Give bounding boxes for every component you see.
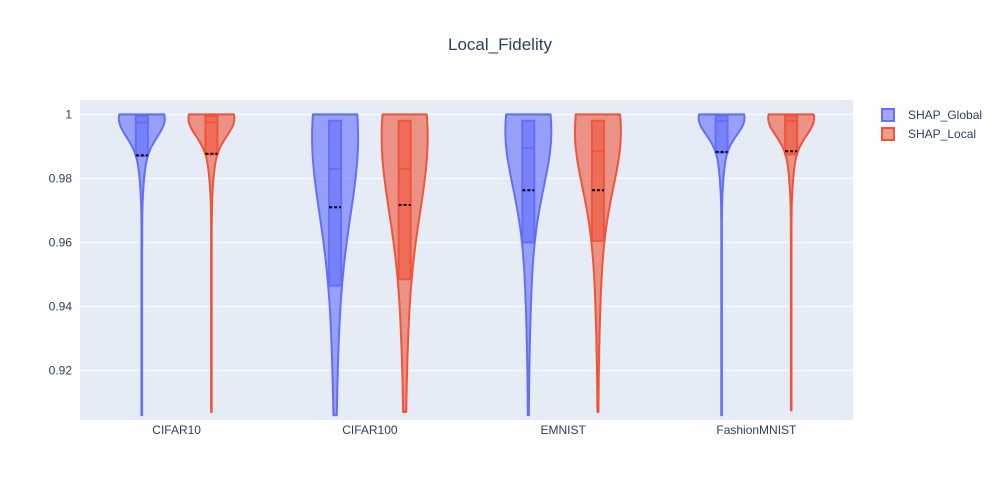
y-tick-label: 0.98 bbox=[49, 171, 73, 185]
violin-shape[interactable] bbox=[504, 113, 553, 417]
legend-swatch[interactable] bbox=[881, 108, 895, 122]
violin-box bbox=[590, 119, 605, 242]
legend-swatch[interactable] bbox=[881, 127, 895, 141]
violin-shape[interactable] bbox=[767, 113, 816, 412]
violin-box bbox=[328, 119, 343, 287]
y-tick-label: 0.94 bbox=[49, 299, 73, 313]
violin-box bbox=[521, 119, 536, 244]
y-tick-label: 1 bbox=[65, 107, 72, 121]
x-tick-label: EMNIST bbox=[540, 423, 586, 437]
violin-shape[interactable] bbox=[187, 113, 236, 413]
y-tick-label: 0.96 bbox=[49, 235, 73, 249]
y-tick-label: 0.92 bbox=[49, 363, 73, 377]
violin-shape[interactable] bbox=[697, 113, 746, 417]
legend-label[interactable]: SHAP_Local bbox=[908, 127, 976, 141]
violin-box bbox=[397, 119, 412, 281]
x-tick-label: FashionMNIST bbox=[716, 423, 797, 437]
violin-shape[interactable] bbox=[117, 113, 166, 417]
violins-layer bbox=[117, 113, 816, 417]
legend-label[interactable]: SHAP_Global bbox=[908, 108, 982, 122]
chart-title: Local_Fidelity bbox=[448, 35, 552, 54]
y-axis-ticks: 0.92 0.94 0.96 0.98 1 bbox=[49, 107, 73, 377]
violin-shape[interactable] bbox=[573, 113, 622, 413]
x-axis-ticks: CIFAR10 CIFAR100 EMNIST FashionMNIST bbox=[152, 423, 797, 437]
plot-area bbox=[80, 100, 853, 420]
legend[interactable]: SHAP_Global SHAP_Local bbox=[881, 108, 982, 141]
x-tick-label: CIFAR10 bbox=[152, 423, 201, 437]
x-tick-label: CIFAR100 bbox=[342, 423, 398, 437]
violin-box bbox=[784, 115, 799, 156]
